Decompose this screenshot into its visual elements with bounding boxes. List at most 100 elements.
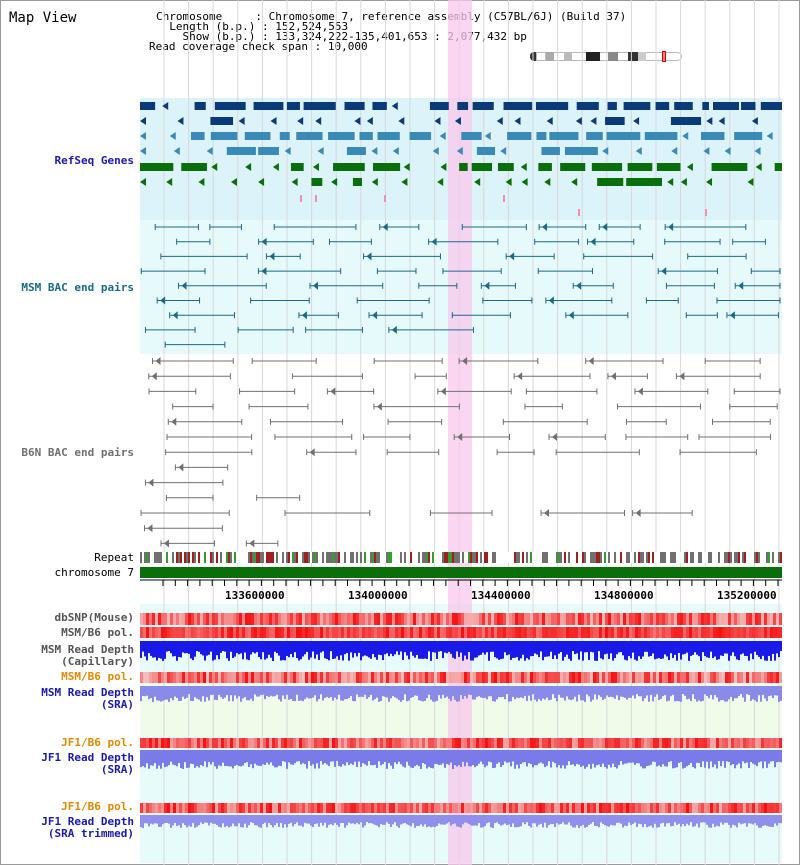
jf1-depth-sra-label[interactable]: JF1 Read Depth	[41, 751, 134, 764]
gene-arrow	[177, 117, 184, 125]
polymorphism-cell	[407, 738, 410, 748]
jf1-depth-trimmed-label[interactable]: JF1 Read Depth	[41, 815, 134, 828]
read-depth-bar	[650, 750, 652, 765]
read-depth-bar	[468, 815, 470, 825]
polymorphism-cell	[752, 672, 755, 683]
refseq-genes-label[interactable]: RefSeq Genes	[54, 154, 134, 167]
repeat-segment	[334, 552, 336, 563]
polymorphism-cell	[236, 613, 239, 625]
msm-depth-sra-label[interactable]: MSM Read Depth	[41, 686, 134, 699]
ideogram-position-marker[interactable]	[662, 51, 666, 62]
polymorphism-cell	[554, 803, 557, 813]
read-depth-bar	[610, 686, 612, 697]
polymorphism-cell	[194, 803, 197, 813]
jf1-b6-pol-trimmed-label[interactable]: JF1/B6 pol.	[61, 800, 134, 813]
read-depth-bar	[172, 815, 174, 826]
polymorphism-cell	[152, 803, 155, 813]
gene-tick	[503, 195, 505, 202]
repeat-segment	[364, 552, 366, 563]
read-depth-bar	[364, 750, 366, 765]
repeat-segment	[674, 552, 676, 563]
read-depth-bar	[316, 750, 318, 764]
read-depth-bar	[504, 815, 506, 824]
polymorphism-cell	[491, 803, 494, 813]
read-depth-bar	[168, 641, 170, 652]
polymorphism-cell	[362, 627, 365, 638]
polymorphism-cell	[170, 613, 173, 625]
read-depth-bar	[272, 641, 274, 661]
polymorphism-cell	[653, 803, 656, 813]
polymorphism-cell	[275, 803, 278, 813]
polymorphism-cell	[179, 627, 182, 638]
read-depth-bar	[502, 750, 504, 766]
polymorphism-cell	[707, 613, 710, 625]
read-depth-bar	[408, 750, 410, 766]
polymorphism-cell	[662, 627, 665, 638]
polymorphism-cell	[665, 803, 668, 813]
read-depth-bar	[432, 641, 434, 653]
read-depth-bar	[292, 815, 294, 827]
polymorphism-cell	[539, 613, 542, 625]
gene-arrow	[366, 117, 373, 125]
read-depth-bar	[588, 815, 590, 825]
read-depth-bar	[322, 750, 324, 765]
polymorphism-cell	[245, 738, 248, 748]
read-depth-bar	[752, 686, 754, 700]
polymorphism-cell	[434, 627, 437, 638]
read-depth-bar	[370, 641, 372, 659]
read-depth-bar	[768, 686, 770, 697]
chromosome-ideogram[interactable]	[530, 51, 682, 62]
read-depth-bar	[552, 750, 554, 762]
polymorphism-cell	[311, 627, 314, 638]
polymorphism-cell	[572, 803, 575, 813]
read-depth-bar	[194, 815, 196, 828]
msm-depth-capillary-label[interactable]: MSM Read Depth	[41, 643, 134, 656]
polymorphism-cell	[482, 738, 485, 748]
read-depth-bar	[214, 686, 216, 700]
polymorphism-cell	[215, 627, 218, 638]
read-depth-bar	[590, 641, 592, 652]
repeat-segment	[244, 552, 246, 563]
polymorphism-cell	[353, 738, 356, 748]
polymorphism-cell	[617, 627, 620, 638]
read-depth-bar	[566, 641, 568, 655]
msm-bac-label[interactable]: MSM BAC end pairs	[21, 281, 134, 294]
read-depth-bar	[660, 750, 662, 767]
read-depth-bar	[542, 750, 544, 764]
read-depth-bar	[186, 641, 188, 654]
repeat-segment	[276, 552, 278, 563]
msm-b6-pol-label[interactable]: MSM/B6 pol.	[61, 626, 134, 639]
polymorphism-cell	[590, 613, 593, 625]
dbsnp-label[interactable]: dbSNP(Mouse)	[54, 611, 134, 624]
jf1-b6-pol-label[interactable]: JF1/B6 pol.	[61, 736, 134, 749]
repeat-segment	[698, 552, 700, 563]
read-depth-bar	[412, 815, 414, 824]
polymorphism-cell	[365, 738, 368, 748]
repeat-segment	[186, 552, 188, 563]
read-depth-bar	[670, 750, 672, 762]
read-depth-bar	[674, 686, 676, 702]
msm-b6-pol-sra-label[interactable]: MSM/B6 pol.	[61, 670, 134, 683]
polymorphism-cell	[698, 738, 701, 748]
polymorphism-cell	[668, 738, 671, 748]
read-depth-bar	[658, 686, 660, 701]
repeat-segment	[328, 552, 330, 563]
read-depth-bar	[586, 641, 588, 653]
polymorphism-cell	[749, 803, 752, 813]
read-depth-bar	[162, 750, 164, 763]
read-depth-bar	[336, 686, 338, 700]
read-depth-bar	[548, 750, 550, 762]
polymorphism-cell	[557, 613, 560, 625]
read-depth-bar	[420, 750, 422, 769]
read-depth-bar	[374, 686, 376, 700]
polymorphism-cell	[152, 627, 155, 638]
polymorphism-cell	[302, 803, 305, 813]
read-depth-bar	[746, 815, 748, 827]
b6n-bac-label[interactable]: B6N BAC end pairs	[21, 446, 134, 459]
read-depth-bar	[296, 815, 298, 823]
polymorphism-cell	[764, 672, 767, 683]
read-depth-bar	[722, 750, 724, 762]
read-depth-bar	[192, 815, 194, 824]
polymorphism-cell	[182, 738, 185, 748]
